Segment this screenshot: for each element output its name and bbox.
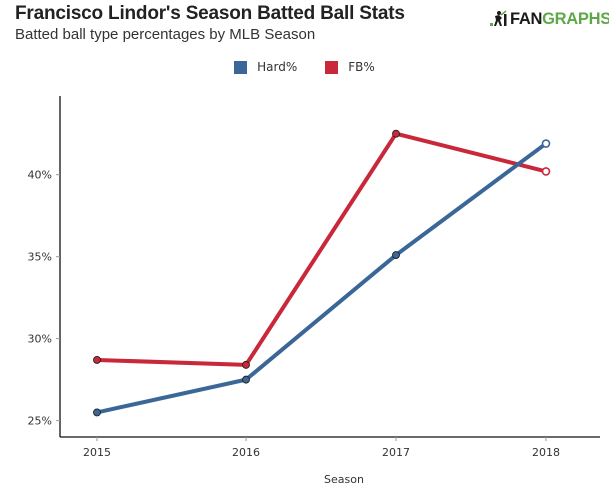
legend-item-hard[interactable]: Hard% bbox=[234, 60, 297, 74]
y-tick-label: 30% bbox=[28, 333, 52, 346]
data-point-fb bbox=[541, 167, 551, 176]
x-tick-label: 2016 bbox=[232, 446, 260, 459]
data-point-hard bbox=[392, 251, 400, 259]
fangraphs-logo[interactable]: FAN GRAPHS bbox=[490, 9, 609, 29]
y-tick-label: 35% bbox=[28, 251, 52, 264]
x-tick-label: 2017 bbox=[382, 446, 410, 459]
data-point-hard bbox=[242, 375, 250, 384]
data-point-fb bbox=[392, 129, 400, 138]
chart-legend: Hard% FB% bbox=[0, 60, 609, 74]
x-axis-title: Season bbox=[324, 473, 364, 486]
series-line-fb bbox=[95, 131, 548, 367]
legend-label-fb: FB% bbox=[348, 60, 375, 74]
legend-swatch-fb bbox=[325, 60, 339, 74]
x-tick-label: 2018 bbox=[532, 446, 560, 459]
chart-subtitle: Batted ball type percentages by MLB Seas… bbox=[15, 26, 316, 43]
data-point-fb bbox=[242, 360, 250, 369]
logo-text-fan: FAN bbox=[510, 9, 543, 28]
legend-item-fb[interactable]: FB% bbox=[325, 60, 375, 74]
legend-label-hard: Hard% bbox=[257, 60, 298, 74]
y-tick-label: 25% bbox=[28, 415, 52, 428]
logo-text-graphs: GRAPHS bbox=[542, 9, 609, 28]
chart-title: Francisco Lindor's Season Batted Ball St… bbox=[15, 3, 405, 24]
data-point-hard bbox=[93, 408, 101, 417]
x-tick-label: 2015 bbox=[83, 446, 111, 459]
data-point-hard bbox=[541, 139, 551, 148]
series-line-hard bbox=[95, 141, 548, 415]
batter-icon bbox=[490, 10, 507, 26]
data-point-fb bbox=[93, 355, 101, 364]
y-tick-label: 40% bbox=[28, 169, 52, 182]
legend-swatch-hard bbox=[234, 60, 248, 74]
